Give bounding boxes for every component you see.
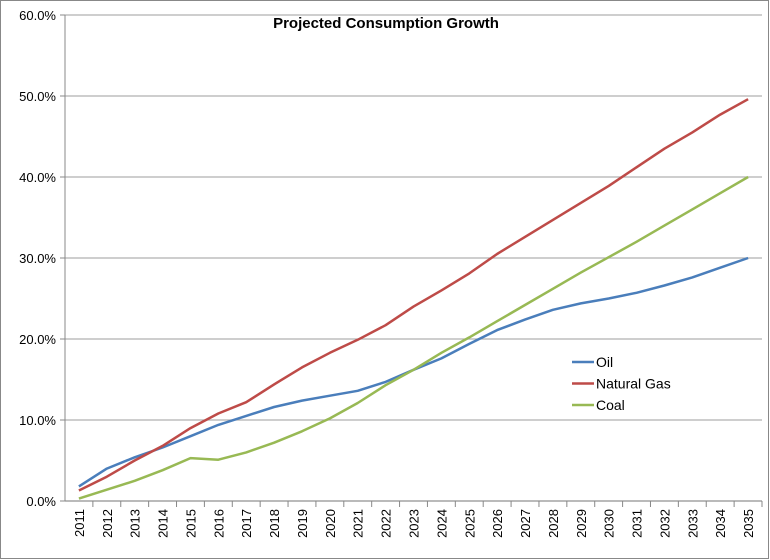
series-line-natural-gas (78, 98, 749, 492)
x-tick-label: 2014 (156, 509, 171, 538)
x-tick-label: 2012 (100, 509, 115, 538)
legend: Oil Natural Gas Coal (572, 354, 671, 413)
x-tick-label: 2023 (407, 509, 422, 538)
x-tick-label: 2021 (351, 509, 366, 538)
x-tick-label: 2035 (741, 509, 756, 538)
x-tick-label: 2013 (128, 509, 143, 538)
y-tick-label: 10.0% (19, 413, 56, 428)
x-tick-label: 2020 (323, 509, 338, 538)
x-tick-label: 2030 (602, 509, 617, 538)
x-tick-label: 2017 (239, 509, 254, 538)
x-tick-label: 2026 (490, 509, 505, 538)
x-tick-label: 2032 (657, 509, 672, 538)
x-tick-label: 2015 (183, 509, 198, 538)
x-tick-label: 2034 (713, 509, 728, 538)
x-tick-label: 2018 (267, 509, 282, 538)
x-tick-label: 2011 (72, 509, 87, 537)
legend-label: Oil (596, 354, 613, 370)
legend-label: Natural Gas (596, 376, 671, 392)
x-tick-label: 2024 (434, 509, 449, 538)
x-tick-label: 2033 (685, 509, 700, 538)
series-line-coal (78, 175, 749, 500)
y-tick-label: 0.0% (26, 494, 56, 509)
x-tick-label: 2027 (518, 509, 533, 538)
x-tick-label: 2022 (379, 509, 394, 538)
x-tick-label: 2031 (630, 509, 645, 538)
chart-title: Projected Consumption Growth (273, 15, 499, 32)
y-tick-label: 50.0% (19, 89, 56, 104)
y-tick-label: 20.0% (19, 332, 56, 347)
x-tick-label: 2016 (211, 509, 226, 538)
x-tick-label: 2025 (462, 509, 477, 538)
x-tick-label: 2028 (546, 509, 561, 538)
y-tick-label: 40.0% (19, 170, 56, 185)
legend-label: Coal (596, 397, 625, 413)
x-tick-label: 2029 (574, 509, 589, 538)
y-tick-label: 30.0% (19, 251, 56, 266)
y-tick-label: 60.0% (19, 8, 56, 23)
x-tick-label: 2019 (295, 509, 310, 538)
